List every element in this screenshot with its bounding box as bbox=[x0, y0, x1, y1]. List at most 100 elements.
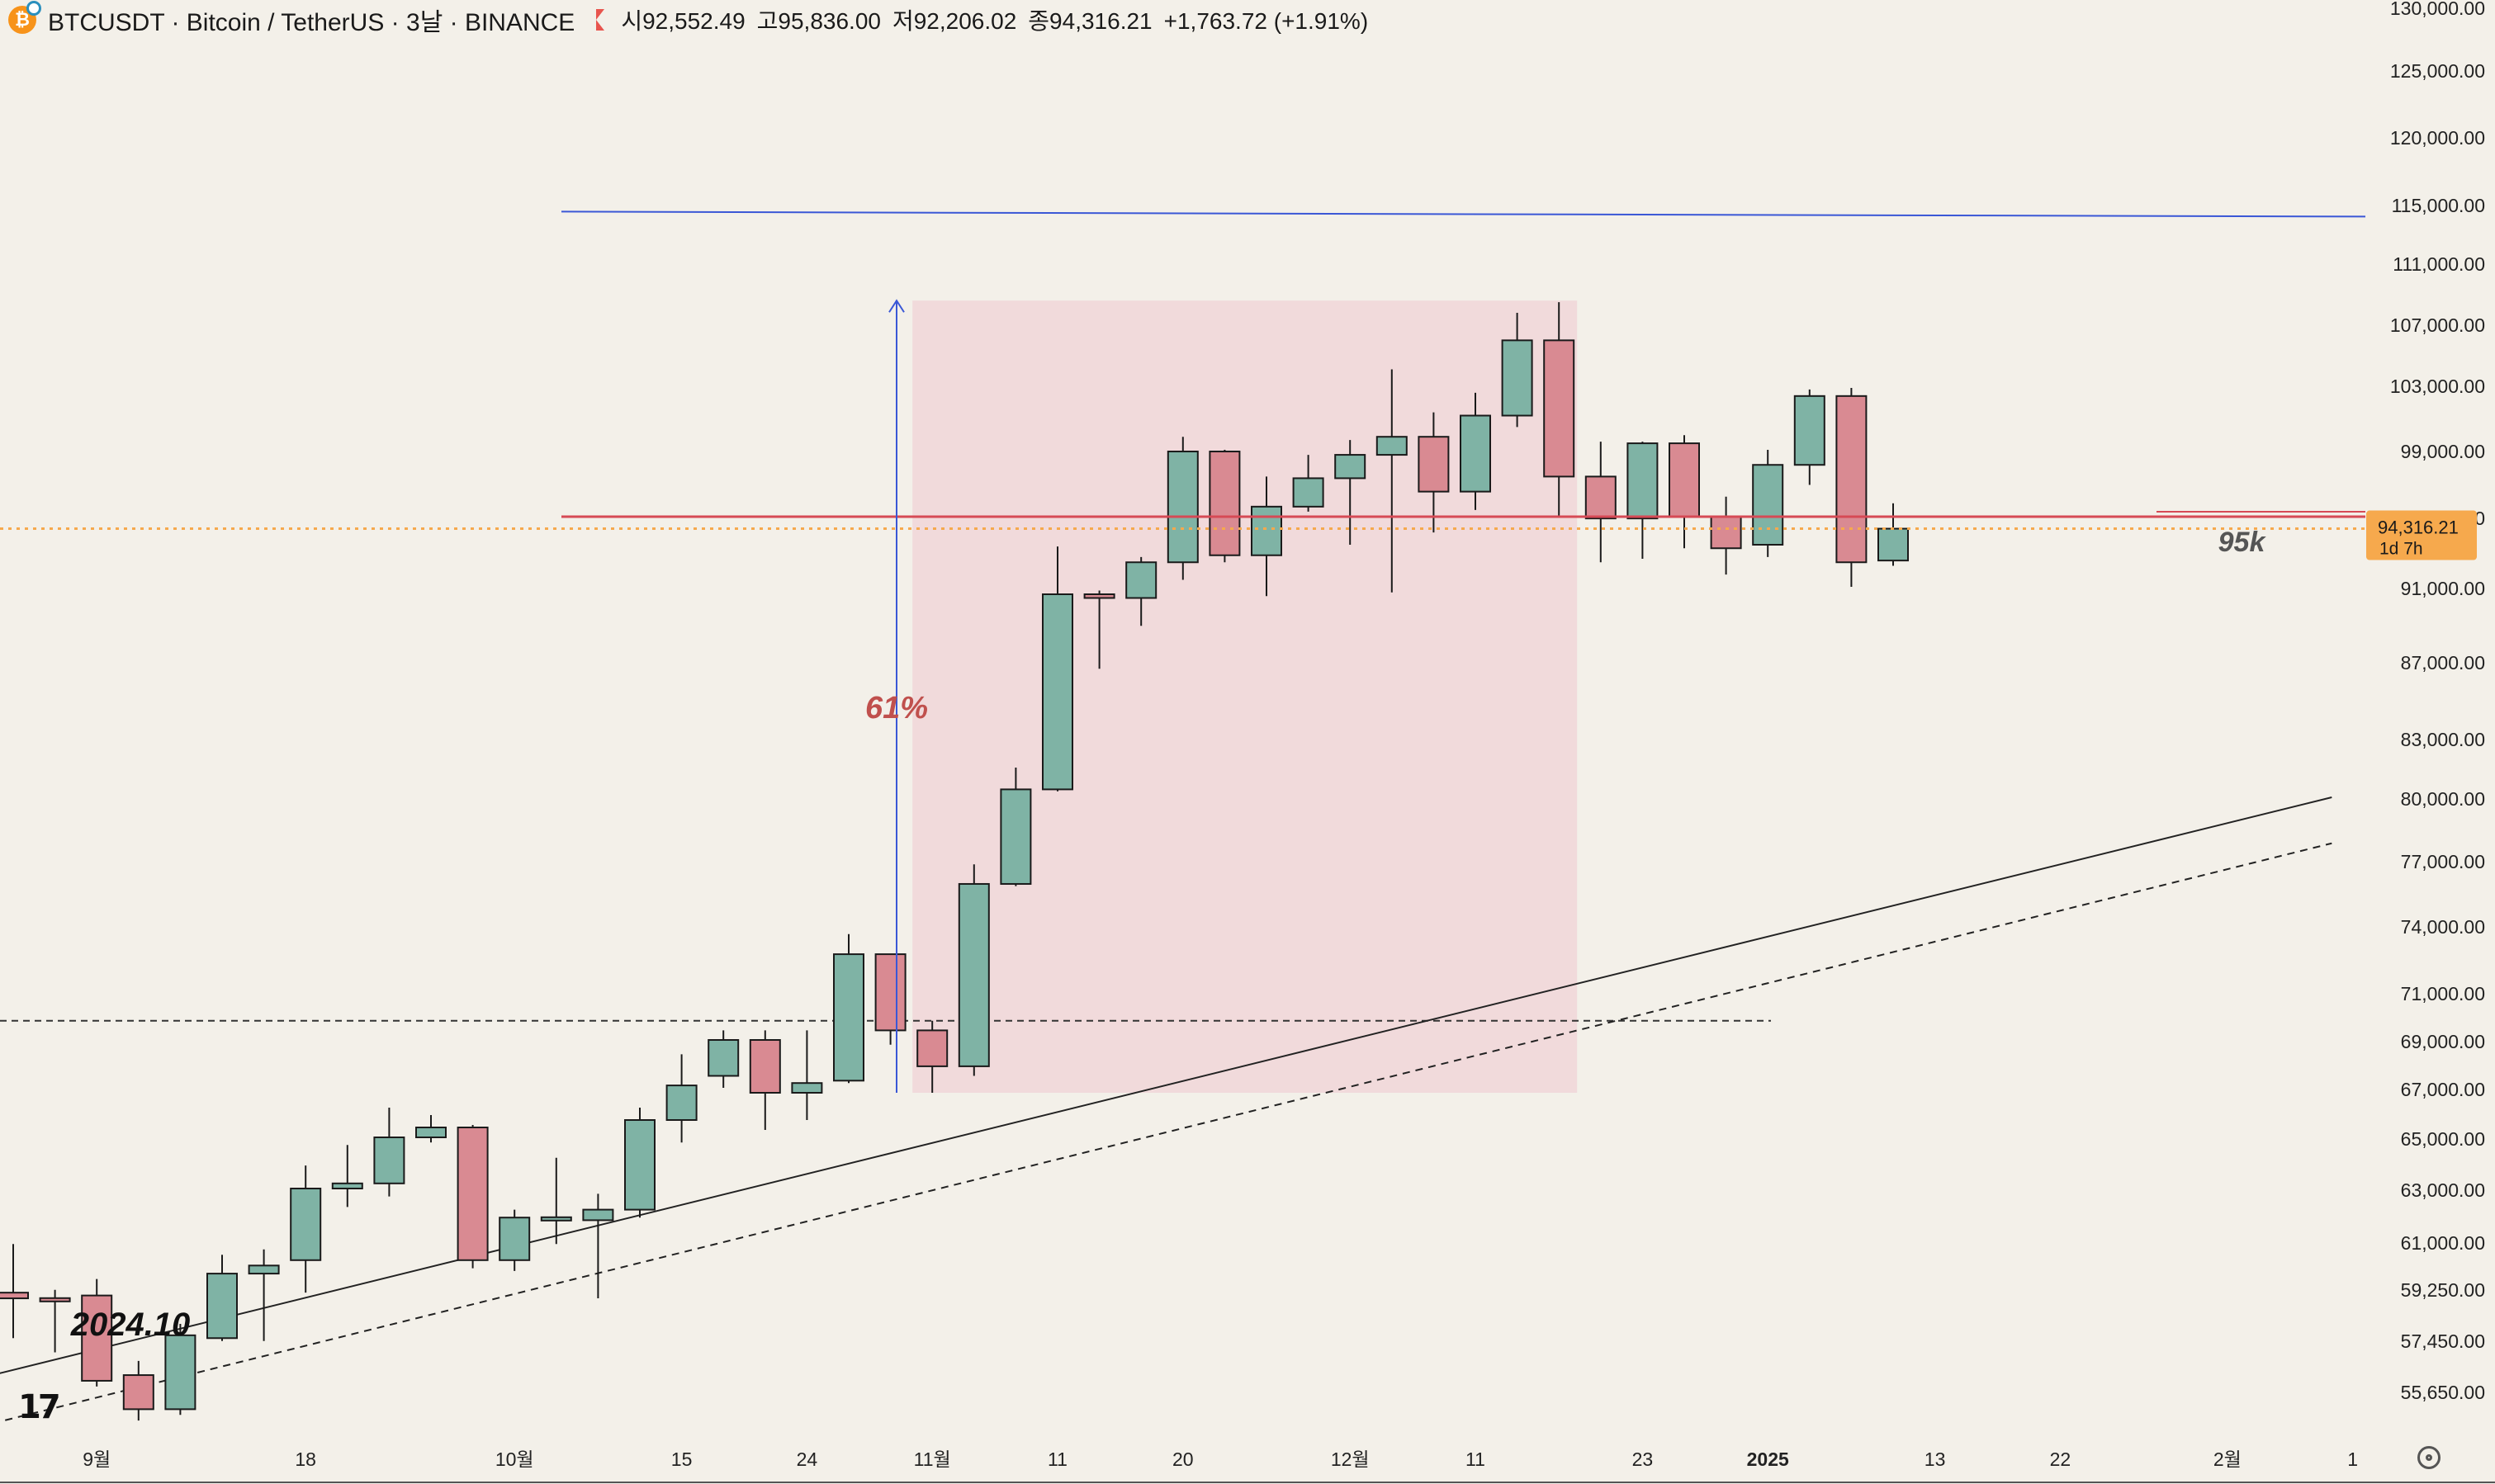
x-axis-tick-label: 10월 bbox=[495, 1449, 534, 1470]
y-axis-tick-label: 74,000.00 bbox=[2401, 916, 2485, 938]
y-axis-tick-label: 125,000.00 bbox=[2390, 60, 2485, 82]
candle[interactable] bbox=[39, 1297, 71, 1302]
candle[interactable] bbox=[1793, 395, 1825, 466]
trendline-solid[interactable] bbox=[0, 796, 2332, 1375]
close-value: 종94,316.21 bbox=[1028, 8, 1153, 34]
x-axis-tick-label: 11 bbox=[1048, 1449, 1068, 1470]
y-axis-tick-label: 103,000.00 bbox=[2390, 376, 2485, 397]
y-axis-tick-label: 115,000.00 bbox=[2392, 195, 2485, 216]
x-axis-tick-label: 2025 bbox=[1747, 1449, 1789, 1470]
candle[interactable] bbox=[540, 1216, 572, 1222]
x-axis-tick-label: 9월 bbox=[83, 1449, 111, 1470]
candle[interactable] bbox=[1418, 436, 1450, 493]
candle[interactable] bbox=[290, 1188, 322, 1261]
current-price-tag[interactable] bbox=[2366, 510, 2477, 560]
candle[interactable] bbox=[499, 1217, 531, 1261]
x-axis-tick-label: 11월 bbox=[914, 1449, 951, 1470]
chart-header: ₿ BTCUSDT · Bitcoin / TetherUS · 3날 · BI… bbox=[8, 1, 1380, 36]
x-axis-tick-label: 20 bbox=[1172, 1449, 1194, 1470]
x-axis-tick-label: 1 bbox=[2347, 1449, 2358, 1470]
candle[interactable] bbox=[1167, 451, 1199, 564]
y-axis-tick-label: 83,000.00 bbox=[2401, 729, 2485, 750]
symbol-title[interactable]: BTCUSDT · Bitcoin / TetherUS · 3날 · BINA… bbox=[48, 9, 575, 36]
candle[interactable] bbox=[916, 1029, 949, 1067]
candle[interactable] bbox=[1501, 339, 1533, 417]
candle[interactable] bbox=[81, 1294, 113, 1382]
date-annotation-label: 2024.10 bbox=[70, 1307, 191, 1343]
candle[interactable] bbox=[1251, 505, 1282, 556]
candle[interactable] bbox=[1835, 395, 1868, 564]
candle[interactable] bbox=[331, 1182, 363, 1190]
y-axis-tick-label: 59,250.00 bbox=[2401, 1279, 2485, 1301]
x-axis-tick-label: 11 bbox=[1465, 1449, 1485, 1470]
candle[interactable] bbox=[1710, 516, 1742, 550]
candle[interactable] bbox=[958, 882, 990, 1067]
y-axis-tick-label: 57,450.00 bbox=[2401, 1330, 2485, 1352]
y-axis-tick-label: 71,000.00 bbox=[2401, 983, 2485, 1004]
y-axis-tick-label: 67,000.00 bbox=[2401, 1079, 2485, 1100]
percent-gain-label: 61% bbox=[865, 691, 928, 725]
candle[interactable] bbox=[582, 1208, 614, 1222]
y-axis-tick-label: 107,000.00 bbox=[2390, 314, 2485, 336]
change-value: +1,763.72 (+1.91%) bbox=[1163, 8, 1369, 34]
x-axis-tick-label: 18 bbox=[295, 1449, 316, 1470]
x-axis-tick-label: 13 bbox=[1925, 1449, 1946, 1470]
x-axis-tick-label: 22 bbox=[2050, 1449, 2071, 1470]
measure-arrow-head bbox=[888, 299, 905, 313]
candle[interactable] bbox=[833, 953, 864, 1082]
candle[interactable] bbox=[0, 1292, 29, 1300]
candle[interactable] bbox=[1209, 451, 1241, 556]
y-axis-tick-label: 61,000.00 bbox=[2401, 1232, 2485, 1254]
y-axis-tick-label: 77,000.00 bbox=[2401, 851, 2485, 872]
y-axis-tick-label: 69,000.00 bbox=[2401, 1031, 2485, 1052]
low-value: 저92,206.02 bbox=[892, 8, 1017, 34]
candle[interactable] bbox=[122, 1374, 154, 1411]
level-95k-label: 95k bbox=[2218, 527, 2267, 558]
candle[interactable] bbox=[1083, 593, 1115, 599]
candle-countdown: 1d 7h bbox=[2379, 540, 2423, 559]
candle[interactable] bbox=[1000, 788, 1032, 885]
x-axis-tick-label: 23 bbox=[1632, 1449, 1654, 1470]
x-axis-tick-label: 24 bbox=[797, 1449, 818, 1470]
candle[interactable] bbox=[1460, 414, 1491, 493]
y-axis-tick-label: 111,000.00 bbox=[2393, 253, 2485, 275]
blue-resistance-line[interactable] bbox=[561, 210, 2366, 218]
candle[interactable] bbox=[749, 1039, 781, 1094]
candle[interactable] bbox=[1042, 593, 1073, 791]
settings-icon[interactable] bbox=[2417, 1446, 2441, 1469]
y-axis-tick-label: 91,000.00 bbox=[2401, 578, 2485, 599]
candle[interactable] bbox=[1375, 436, 1408, 456]
candle[interactable] bbox=[415, 1127, 447, 1138]
y-axis-tick-label: 63,000.00 bbox=[2401, 1179, 2485, 1201]
candle[interactable] bbox=[1125, 561, 1158, 599]
x-axis-tick-label: 15 bbox=[671, 1449, 693, 1470]
candle[interactable] bbox=[248, 1264, 280, 1275]
tradingview-logo-icon[interactable]: 17 bbox=[18, 1388, 61, 1426]
candle[interactable] bbox=[1584, 475, 1617, 520]
candle[interactable] bbox=[1543, 339, 1575, 478]
y-axis-tick-label: 80,000.00 bbox=[2401, 788, 2485, 810]
candle[interactable] bbox=[1752, 464, 1784, 546]
x-axis-tick-label: 2월 bbox=[2213, 1449, 2242, 1470]
flag-icon[interactable] bbox=[596, 9, 605, 31]
trendline-dashed[interactable] bbox=[0, 842, 2332, 1424]
candle[interactable] bbox=[164, 1334, 196, 1411]
candle[interactable] bbox=[1877, 527, 1909, 562]
candle[interactable] bbox=[874, 953, 907, 1032]
candle[interactable] bbox=[1292, 477, 1324, 508]
candle[interactable] bbox=[1626, 442, 1659, 520]
candle[interactable] bbox=[373, 1137, 405, 1184]
y-axis-tick-label: 65,000.00 bbox=[2401, 1128, 2485, 1150]
y-axis-tick-label: 130,000.00 bbox=[2390, 0, 2485, 19]
candle[interactable] bbox=[708, 1039, 740, 1077]
candle[interactable] bbox=[457, 1127, 489, 1261]
bitcoin-logo-icon: ₿ bbox=[8, 1, 41, 34]
candle[interactable] bbox=[1669, 442, 1700, 518]
candle[interactable] bbox=[665, 1085, 698, 1121]
candle[interactable] bbox=[206, 1273, 238, 1340]
candle[interactable] bbox=[1334, 454, 1366, 480]
candle[interactable] bbox=[791, 1082, 823, 1094]
candle[interactable] bbox=[624, 1119, 656, 1211]
x-axis-tick-label: 12월 bbox=[1331, 1449, 1370, 1470]
